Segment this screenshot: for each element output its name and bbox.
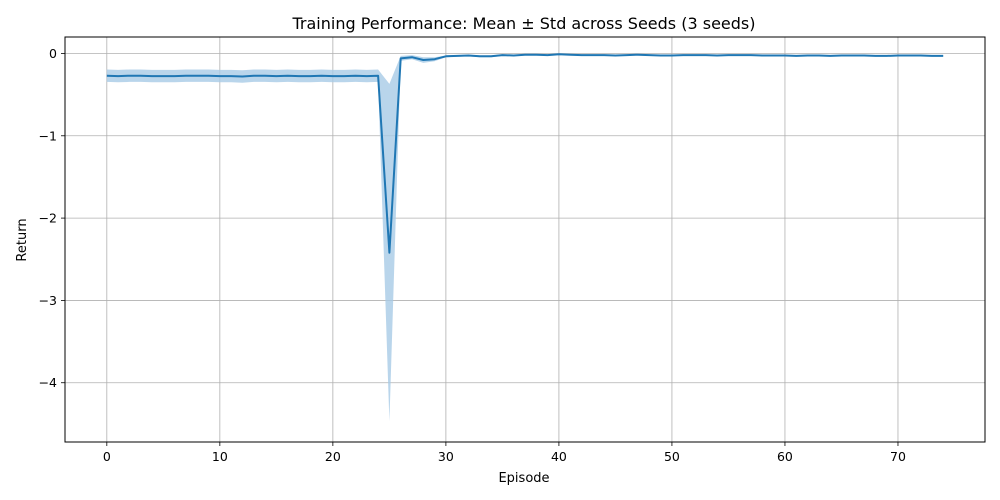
x-tick-label: 50 [664, 449, 680, 464]
x-tick-label: 0 [103, 449, 111, 464]
x-tick-label: 30 [438, 449, 454, 464]
axis-ticks: 0 10 20 30 40 50 60 70 0 −1 −2 −3 −4 [39, 46, 906, 464]
grid [65, 37, 985, 442]
plot-area-frame [64, 36, 986, 443]
y-tick-label: −2 [39, 211, 57, 226]
std-band [106, 53, 944, 422]
y-tick-label: −4 [39, 375, 57, 390]
y-axis-label: Return [15, 218, 30, 261]
mean-line-layer [106, 53, 944, 254]
std-band-layer [106, 53, 944, 422]
x-tick-label: 60 [777, 449, 793, 464]
x-tick-label: 20 [325, 449, 341, 464]
chart-title: Training Performance: Mean ± Std across … [292, 14, 756, 33]
y-tick-label: −1 [39, 128, 57, 143]
x-tick-label: 70 [890, 449, 906, 464]
y-tick-label: 0 [49, 46, 57, 61]
mean-line [106, 53, 944, 254]
x-tick-label: 40 [551, 449, 567, 464]
x-tick-label: 10 [212, 449, 228, 464]
x-axis-label: Episode [498, 471, 549, 486]
y-tick-label: −3 [39, 293, 57, 308]
